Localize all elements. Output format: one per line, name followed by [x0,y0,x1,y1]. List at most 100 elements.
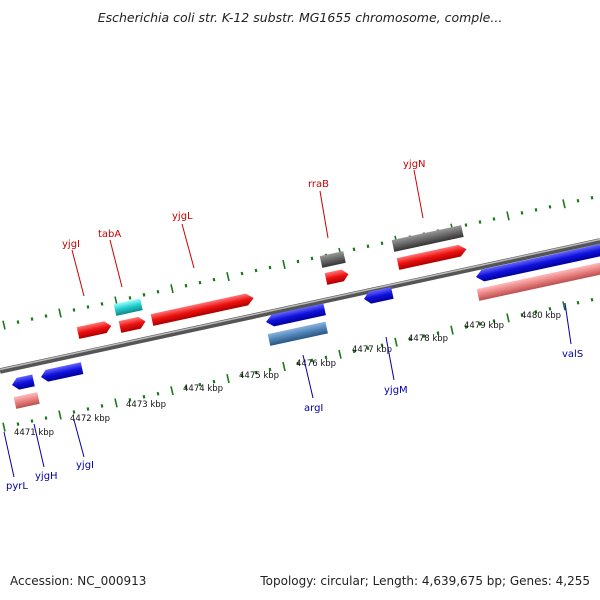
lower-tick-track [2,297,594,432]
trna-feature[interactable] [113,298,143,316]
upper-track-tick [478,220,482,224]
rrna-feature-valS[interactable] [476,262,600,301]
lower-track-tick [436,331,440,335]
lower-track-tick [2,422,6,432]
lower-track-tick [282,361,286,372]
lower-track-tick [30,419,34,423]
lower-track-tick [352,349,356,354]
label-yjgM: yjgM [384,385,408,396]
gene-yjgM[interactable] [363,287,394,305]
gene-tabA[interactable] [118,316,147,333]
rrna-feature-left[interactable] [13,392,40,409]
label-yjgI-reverse: yjgI [76,460,94,471]
lower-track-tick [240,373,244,378]
lower-track-tick [408,337,412,341]
gene-pyrL-region[interactable] [11,374,35,390]
label-yjgH: yjgH [35,471,58,482]
label-argI: argI [304,403,323,414]
upper-track-tick [142,292,146,297]
upper-track-tick [72,308,76,312]
reverse-strand-features [13,262,600,409]
label-rraB: rraB [308,179,329,190]
scale-label-4474: 4474 kbp [183,384,223,394]
scale-label-4476: 4476 kbp [296,359,336,369]
upper-track-tick [240,271,244,276]
scale-label-4480: 4480 kbp [521,311,561,321]
label-yjgN: yjgN [403,159,426,170]
genome-stats-text: Topology: circular; Length: 4,639,675 bp… [260,574,590,588]
lower-track-tick [72,410,76,414]
upper-track-tick [562,199,566,209]
lower-track-tick [128,398,132,402]
pseudogene-feature-yjgN-region[interactable] [391,225,464,252]
lower-track-tick [338,349,342,359]
leader-yjgI-forward [71,249,85,297]
gene-rraB[interactable] [324,268,350,285]
upper-track-tick [282,259,286,270]
gene-valS[interactable] [475,243,600,283]
lower-track-tick [520,313,524,317]
label-yjgI-forward: yjgI [62,239,80,250]
lower-track-tick [142,394,146,399]
lower-track-tick [156,391,160,396]
scale-labels: 4471 kbp 4472 kbp 4473 kbp 4474 kbp 4475… [14,311,561,438]
scale-label-4475: 4475 kbp [239,371,279,381]
lower-track-tick [590,297,594,302]
upper-track-tick [268,265,272,270]
upper-track-tick [184,283,188,288]
gene-yjgH[interactable] [40,362,84,383]
scale-label-4472: 4472 kbp [70,414,110,424]
scale-label-4477: 4477 kbp [352,345,392,355]
upper-track-tick [310,256,314,261]
lower-track-tick [422,334,426,338]
upper-track-tick [366,244,370,249]
leader-valS [564,302,572,345]
leader-yjgI-reverse [73,419,85,458]
leader-yjgM [385,336,395,381]
scale-label-4478: 4478 kbp [408,334,448,344]
gene-argI-upper[interactable] [265,303,326,327]
lower-track-tick [394,337,398,347]
lower-track-tick [86,407,90,411]
other-features [113,225,464,316]
leader-lines [3,169,572,478]
lower-track-tick [576,300,580,305]
upper-track-tick [100,302,104,306]
upper-track-tick [492,217,496,221]
reverse-gene-labels: pyrL yjgH yjgI argI yjgM valS [6,349,583,492]
gene-yjgN[interactable] [396,243,468,270]
forward-gene-labels: yjgI tabA yjgL rraB yjgN [62,159,426,250]
lower-track-tick [254,370,258,375]
upper-track-tick [16,320,20,324]
scale-label-4471: 4471 kbp [14,428,54,438]
lower-track-tick [380,343,384,348]
upper-track-tick [30,317,34,321]
accession-text: Accession: NC_000913 [10,574,147,588]
gene-yjgI-forward[interactable] [76,320,113,339]
chromosome-backbone [0,238,600,374]
upper-track-tick [380,241,384,246]
upper-track-tick [226,272,230,282]
upper-track-tick [44,314,48,318]
lower-track-tick [310,358,314,363]
lower-track-tick [100,404,104,408]
upper-track-tick [464,223,468,227]
pseudogene-feature-rraB-region[interactable] [319,251,346,268]
lower-track-tick [506,313,510,323]
lower-track-tick [184,385,188,390]
label-tabA: tabA [98,229,121,240]
upper-track-tick [58,308,62,318]
label-pyrL: pyrL [6,481,28,492]
lower-track-tick [114,398,118,408]
gene-yjgL[interactable] [150,292,255,326]
upper-track-tick [352,247,356,252]
reverse-strand-genes [11,243,600,390]
upper-track-tick [212,277,216,282]
label-yjgL: yjgL [172,211,193,222]
lower-track-tick [464,325,468,329]
steel-feature-argI[interactable] [267,321,328,346]
leader-argI [302,354,314,399]
leader-yjgN [413,169,424,219]
lower-track-tick [212,379,216,384]
